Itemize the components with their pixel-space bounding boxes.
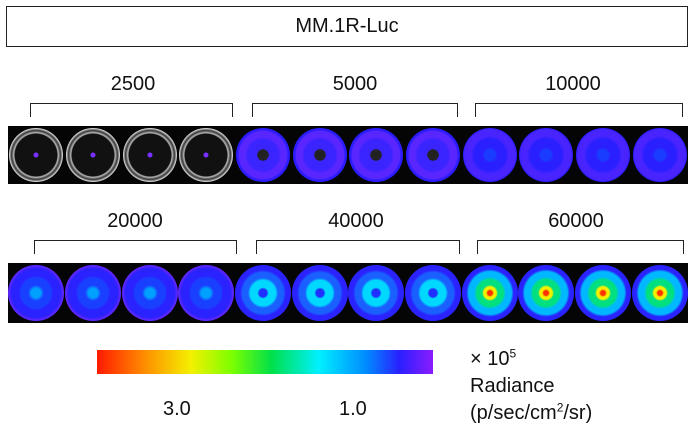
well-image [65,265,121,321]
unit-exponent: 2 [556,400,564,415]
group-label-5000: 5000 [332,73,378,95]
well-image [9,128,64,182]
radiance-colorbar [97,350,433,374]
bracket-20000 [34,240,237,254]
well-image [236,128,290,182]
group-label-60000: 60000 [548,210,604,232]
unit-suffix: /sr) [563,402,593,424]
bracket-60000 [477,240,684,254]
colorbar-tick-right: 1.0 [339,398,367,420]
group-label-20000: 20000 [107,210,163,232]
well-image [122,128,177,182]
well-image [631,265,688,321]
well-image [576,128,630,182]
bracket-5000 [252,103,458,117]
well-image [406,128,460,182]
well-image [121,265,178,321]
unit-prefix: (p/sec/cm [470,402,557,424]
well-image [349,128,404,182]
bracket-40000 [256,240,460,254]
group-label-2500: 2500 [110,73,156,95]
colorbar-tick-left: 3.0 [163,398,191,420]
well-image [66,128,120,182]
well-image [348,265,405,321]
colorbar-label: Radiance [470,375,555,397]
well-strip-row-2 [8,263,688,323]
well-image [8,265,65,321]
well-image [632,128,687,182]
well-image [518,265,575,321]
well-strip-row-1 [8,126,688,184]
group-label-10000: 10000 [545,73,601,95]
well-image [462,128,517,182]
colorbar-unit: (p/sec/cm2/sr) [470,400,592,426]
scale-prefix: × 10 [470,348,510,370]
well-image [575,265,631,321]
well-image [235,265,291,321]
well-image [178,265,235,321]
well-image [519,128,574,182]
group-label-40000: 40000 [328,210,384,232]
well-image [179,128,234,182]
figure-title: MM.1R-Luc [295,15,399,37]
well-image [405,265,461,321]
well-image [291,265,348,321]
title-box: MM.1R-Luc [6,6,688,47]
scale-exponent: 5 [509,346,517,361]
bracket-10000 [475,103,683,117]
colorbar-scale: × 105 [470,346,516,372]
bracket-2500 [30,103,233,117]
well-image [461,265,518,321]
well-image [292,128,347,182]
